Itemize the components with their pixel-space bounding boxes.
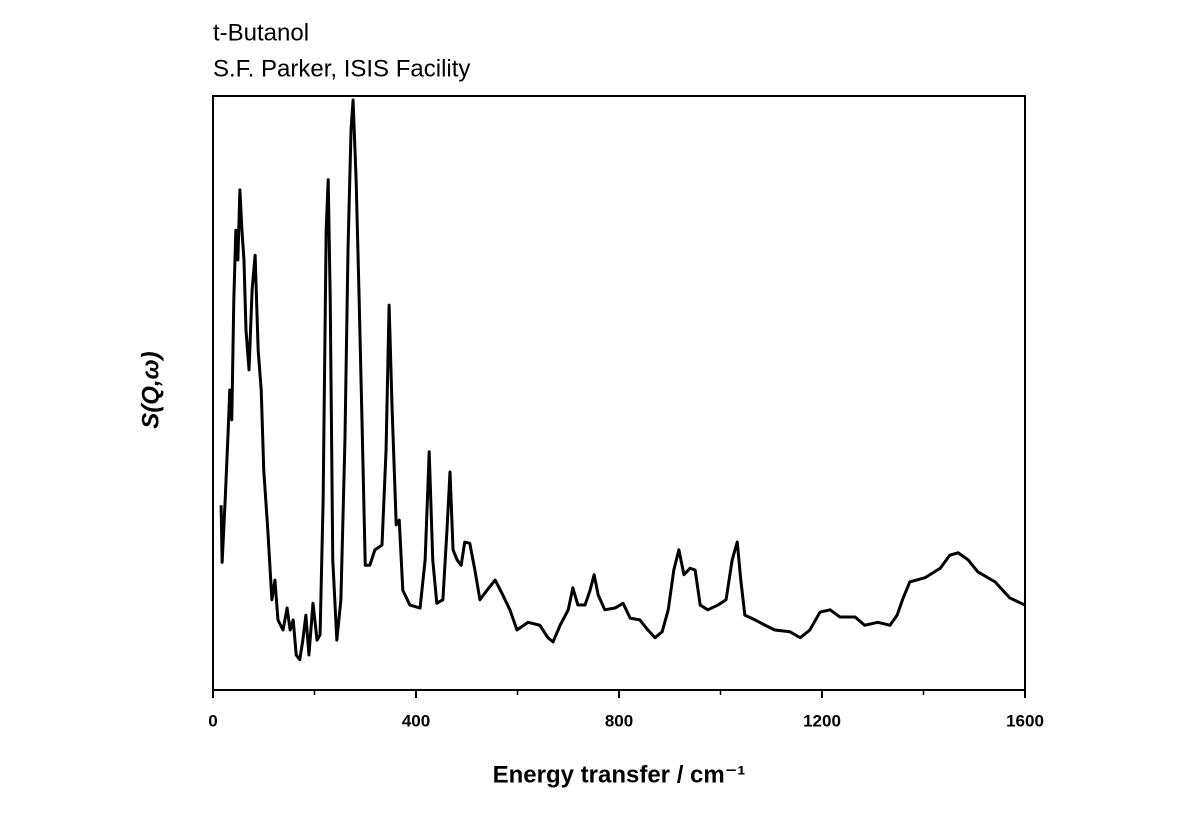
y-axis-label: S(Q,ω): [137, 351, 164, 428]
chart-subtitle: S.F. Parker, ISIS Facility: [213, 55, 470, 82]
x-tick-label: 1200: [803, 711, 841, 730]
spectrum-line: [219, 98, 1026, 662]
x-tick-label: 0: [208, 711, 217, 730]
chart-title: t-Butanol: [213, 19, 309, 46]
x-tick-label: 800: [605, 711, 633, 730]
x-axis-label: Energy transfer / cm⁻¹: [493, 761, 746, 788]
x-tick-label: 400: [402, 711, 430, 730]
x-tick-label: 1600: [1006, 711, 1044, 730]
